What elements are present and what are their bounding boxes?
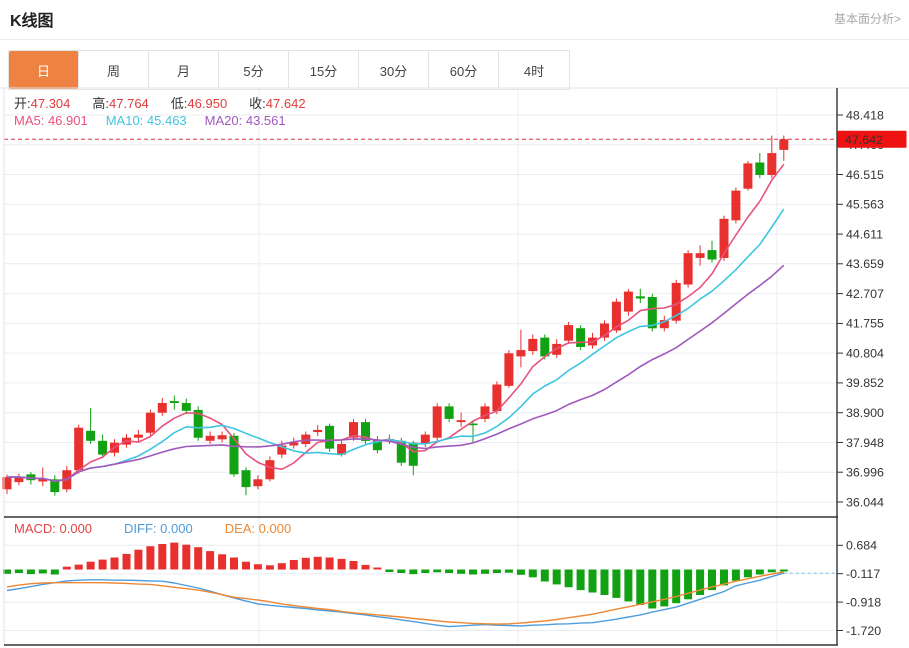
svg-text:48.418: 48.418: [846, 108, 884, 122]
svg-text:36.044: 36.044: [846, 495, 884, 509]
svg-text:37.948: 37.948: [846, 436, 884, 450]
svg-text:36.996: 36.996: [846, 466, 884, 480]
chart-frame: [0, 87, 909, 646]
fundamental-analysis-link[interactable]: 基本面分析>: [833, 12, 901, 26]
svg-text:45.563: 45.563: [846, 198, 884, 212]
ma20-line: [7, 264, 785, 482]
svg-text:39.852: 39.852: [846, 376, 884, 390]
tab-4hour[interactable]: 4时: [499, 51, 569, 89]
header-divider: [0, 39, 909, 40]
close-value: 收:47.642: [249, 96, 306, 111]
dea-line: [6, 571, 784, 625]
tab-week[interactable]: 周: [79, 51, 149, 89]
grid-lines: [4, 88, 837, 645]
svg-text:-0.918: -0.918: [846, 595, 881, 609]
svg-text:0.684: 0.684: [846, 539, 877, 553]
svg-text:43.659: 43.659: [846, 257, 884, 271]
svg-text:46.515: 46.515: [846, 168, 884, 182]
low-value: 低:46.950: [170, 96, 228, 111]
ma20-value: MA20: 43.561: [204, 113, 286, 128]
svg-text:-1.720: -1.720: [846, 624, 881, 638]
ma5-value: MA5: 46.901: [14, 113, 88, 128]
tab-15min[interactable]: 15分: [289, 51, 359, 89]
macd-histogram: [3, 542, 788, 609]
tab-month[interactable]: 月: [149, 51, 219, 89]
diff-line: [6, 572, 784, 628]
current-price-badge: 47.642: [837, 130, 907, 148]
dea-value: DEA: 0.000: [224, 521, 292, 536]
svg-text:38.900: 38.900: [846, 406, 884, 420]
svg-text:41.755: 41.755: [846, 317, 884, 331]
period-tab-bar: 日 周 月 5分 15分 30分 60分 4时: [8, 50, 570, 90]
page-title: K线图: [10, 13, 54, 30]
macd-value: MACD: 0.000: [14, 521, 93, 536]
ma10-line: [7, 208, 785, 482]
ma-legend: MA5: 46.901 MA10: 45.463 MA20: 43.561: [14, 113, 304, 128]
svg-text:42.707: 42.707: [846, 287, 884, 301]
ma10-value: MA10: 45.463: [105, 113, 187, 128]
high-value: 高:47.764: [92, 96, 149, 111]
tab-day[interactable]: 日: [9, 51, 79, 89]
macd-legend: MACD: 0.000 DIFF: 0.000 DEA: 0.000: [14, 521, 323, 536]
open-value: 开:47.304: [14, 96, 71, 111]
ohlc-legend: 开:47.304 高:47.764 低:46.950 收:47.642: [14, 93, 328, 112]
diff-value: DIFF: 0.000: [124, 521, 193, 536]
tab-60min[interactable]: 60分: [429, 51, 499, 89]
svg-text:40.804: 40.804: [846, 346, 884, 360]
tab-5min[interactable]: 5分: [219, 51, 289, 89]
price-axis-labels: 48.41847.46646.51545.56344.61143.65942.7…: [837, 108, 884, 638]
svg-text:44.611: 44.611: [846, 227, 883, 241]
tab-30min[interactable]: 30分: [359, 51, 429, 89]
candles: [2, 135, 789, 496]
svg-text:47.642: 47.642: [845, 133, 883, 147]
svg-text:-0.117: -0.117: [846, 567, 880, 581]
